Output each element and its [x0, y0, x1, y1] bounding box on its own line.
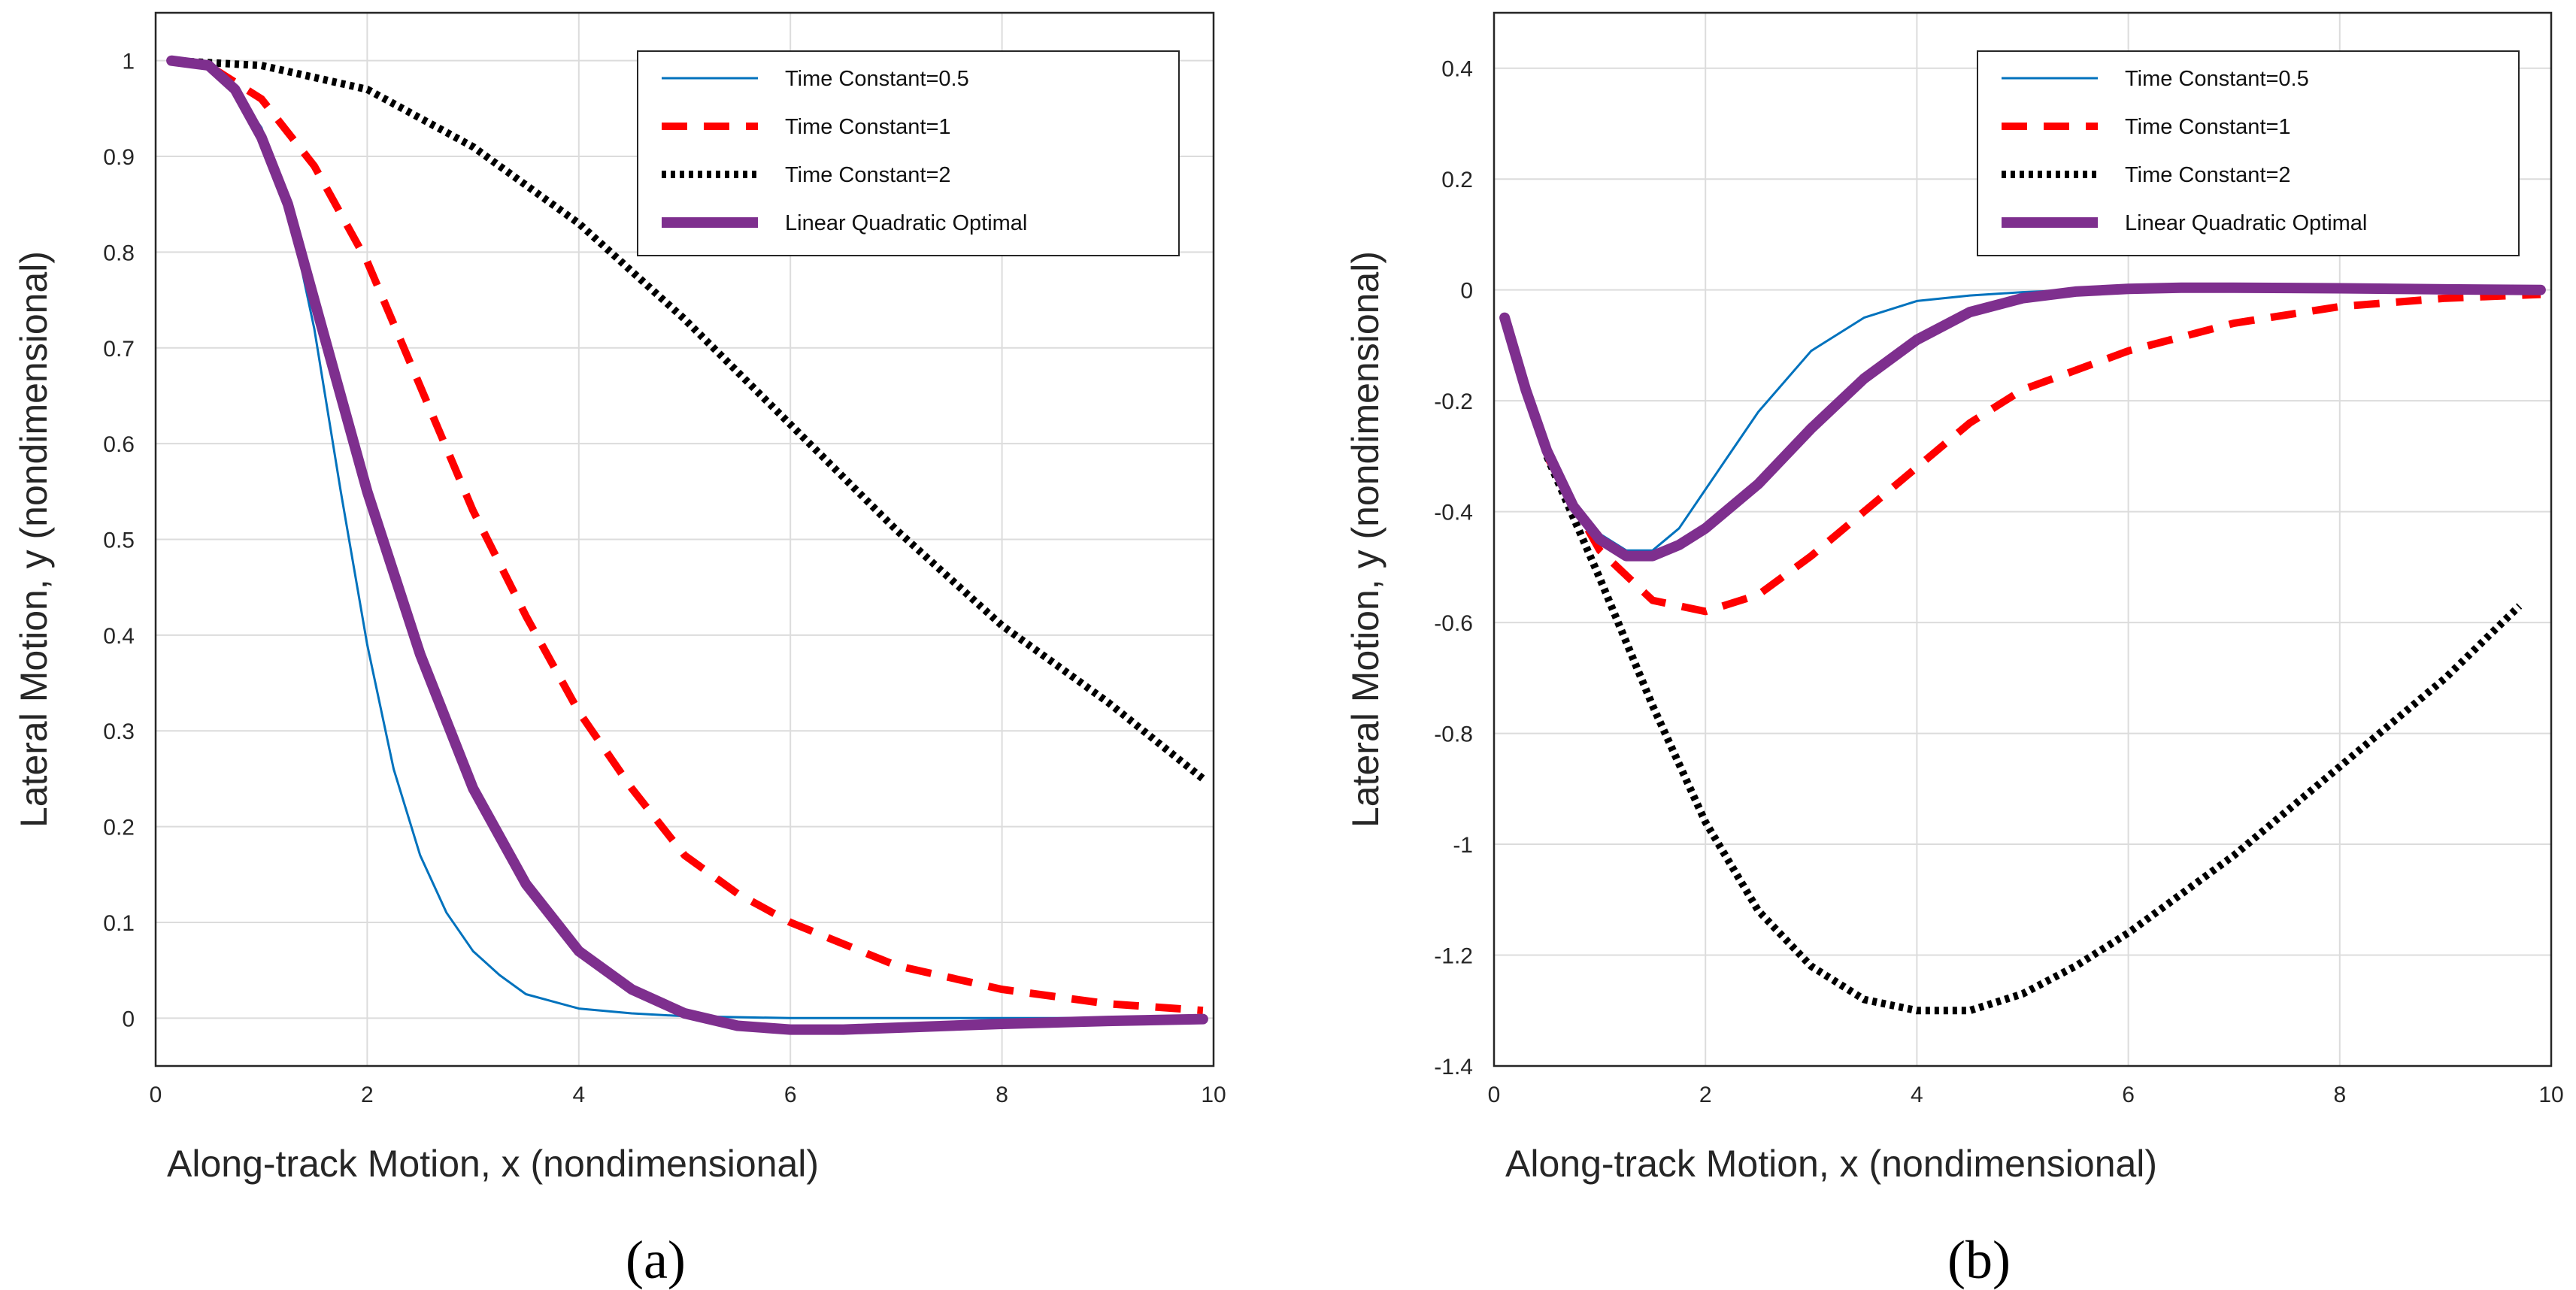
- y-tick-label: 0.4: [103, 624, 135, 649]
- x-axis-label: Along-track Motion, x (nondimensional): [167, 1143, 819, 1185]
- y-tick-label: -0.6: [1434, 611, 1473, 636]
- y-tick-label: -1: [1453, 833, 1473, 858]
- legend-entry-label: Time Constant=1: [2125, 115, 2291, 139]
- x-tick-label: 10: [1201, 1083, 1226, 1107]
- y-tick-label: 0.9: [103, 145, 135, 170]
- series-group: [1499, 282, 2546, 1015]
- legend-entry-label: Time Constant=0.5: [785, 67, 969, 91]
- plot-frame: [154, 11, 1215, 1067]
- y-tick-label: 0.6: [103, 432, 135, 457]
- legend-entry-label: Linear Quadratic Optimal: [785, 211, 1027, 235]
- y-tick-label: -0.8: [1434, 722, 1473, 747]
- series-group: [166, 55, 1208, 1035]
- y-tick-label: -0.4: [1434, 501, 1473, 525]
- y-tick-label: 0.7: [103, 337, 135, 362]
- y-tick-label: 0.2: [103, 816, 135, 840]
- x-tick-label: 6: [2122, 1083, 2135, 1107]
- y-tick-label: 0.5: [103, 528, 135, 553]
- y-tick-label: -0.2: [1434, 389, 1473, 414]
- series-line-time-constant-1: [1543, 290, 2541, 616]
- legend-entry-label: Time Constant=0.5: [2125, 67, 2309, 91]
- x-tick-label: 0: [150, 1083, 162, 1107]
- chart-panel-b: 0 2 4 6 8 10 -1.4 -1.2 -1 -0.8 -0.6 -0.4 -0.2 0 0.2 0.4…: [1344, 11, 2564, 1290]
- x-tick-label: 4: [1911, 1083, 1923, 1107]
- chart-panel-a: 0 2 4 6 8 10 0 0.1 0.2 0.3 0.4 0.5 0.6 0.7 0.8 0.9 1 Time…: [13, 11, 1226, 1290]
- x-tick-label: 4: [572, 1083, 585, 1107]
- y-axis-label: Lateral Motion, y (nondimensional): [13, 251, 55, 828]
- series-line-linear-quadratic-optimal: [166, 55, 1208, 1035]
- x-axis-label: Along-track Motion, x (nondimensional): [1505, 1143, 2157, 1185]
- x-tick-label: 10: [2538, 1083, 2563, 1107]
- plot-frame: [1493, 11, 2553, 1067]
- x-tick-label: 8: [2333, 1083, 2346, 1107]
- series-line-time-constant-2: [171, 56, 1206, 782]
- legend: Time Constant=0.5 Time Constant=1 Time Con…: [1977, 50, 2520, 256]
- y-tick-label: 0.4: [1441, 57, 1473, 82]
- panel-label: (a): [626, 1230, 686, 1290]
- x-tick-label: 0: [1488, 1083, 1501, 1107]
- y-tick-label: 0: [1460, 279, 1473, 304]
- y-tick-label: -1.2: [1434, 944, 1473, 969]
- x-tick-label: 2: [361, 1083, 374, 1107]
- y-tick-label: 0.3: [103, 719, 135, 744]
- legend: Time Constant=0.5 Time Constant=1 Time Con…: [637, 50, 1180, 256]
- legend-entry-label: Time Constant=2: [785, 163, 951, 187]
- legend-entry-label: Linear Quadratic Optimal: [2125, 211, 2367, 235]
- x-tick-label: 2: [1699, 1083, 1712, 1107]
- y-axis-label: Lateral Motion, y (nondimensional): [1344, 251, 1386, 828]
- y-tick-label: 0.8: [103, 241, 135, 265]
- x-tick-label: 6: [784, 1083, 797, 1107]
- legend-entry-label: Time Constant=2: [2125, 163, 2291, 187]
- panel-label: (b): [1947, 1230, 2011, 1290]
- legend-entry-label: Time Constant=1: [785, 115, 951, 139]
- y-tick-label: 0.1: [103, 911, 135, 936]
- series-line-time-constant-2: [1543, 454, 2523, 1015]
- x-tick-label: 8: [996, 1083, 1008, 1107]
- y-tick-label: 1: [122, 50, 135, 74]
- y-tick-label: 0: [122, 1007, 135, 1031]
- y-tick-label: 0.2: [1441, 168, 1473, 192]
- y-tick-label: -1.4: [1434, 1055, 1473, 1080]
- series-line-linear-quadratic-optimal: [1499, 282, 2546, 562]
